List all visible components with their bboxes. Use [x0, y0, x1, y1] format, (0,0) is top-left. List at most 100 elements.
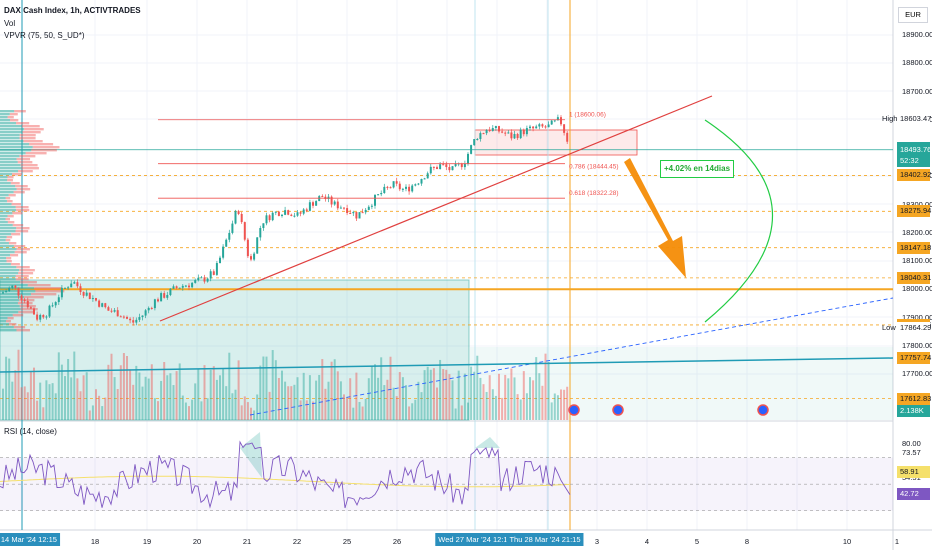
time-marker-tag: y 14 Mar '24 12:15 — [0, 533, 60, 546]
volume-bar — [538, 373, 541, 420]
candle-body — [101, 303, 104, 307]
candle-body — [206, 278, 209, 282]
volume-bar — [349, 378, 352, 420]
vpvr-bar-down — [16, 266, 30, 269]
candle-body — [141, 315, 144, 318]
vpvr-bar-down — [15, 275, 29, 278]
candle-body — [67, 287, 70, 289]
vpvr-bar-down — [18, 272, 34, 275]
volume-bar — [491, 389, 494, 420]
candle-body — [550, 120, 553, 125]
demand-zone — [0, 279, 470, 421]
high-value-tag: 18603.47 — [897, 112, 931, 125]
level-tag: 18402.92 — [897, 169, 931, 182]
candle-body — [535, 126, 538, 129]
candle-body — [212, 271, 215, 275]
volume-bar — [448, 374, 451, 420]
vpvr-legend[interactable]: VPVR (75, 50, S_UD*) — [4, 31, 85, 40]
candle-body — [510, 132, 513, 139]
volume-bar — [256, 394, 259, 420]
projection-arc — [704, 119, 774, 323]
down-arrow — [624, 158, 686, 278]
vpvr-bar-down — [20, 281, 37, 284]
volume-bar — [2, 388, 4, 420]
volume-bar — [426, 366, 429, 420]
vpvr-bar-down — [18, 299, 35, 302]
volume-bar — [85, 372, 88, 420]
volume-bar — [157, 401, 159, 420]
vpvr-bar-down — [16, 209, 30, 212]
candle-body — [253, 253, 256, 260]
candle-body — [209, 271, 212, 279]
vpvr-bar-down — [16, 158, 31, 161]
volume-bar — [318, 374, 321, 420]
volume-tag: 2.138K — [897, 405, 930, 417]
candle-body — [113, 310, 116, 312]
vpvr-bar-down — [16, 329, 30, 332]
vpvr-bar-down — [19, 134, 36, 137]
volume-bar — [57, 352, 60, 420]
vpvr-bar-up — [0, 188, 17, 191]
volume-bar — [519, 399, 522, 420]
volume-bar — [401, 377, 404, 420]
volume-bar — [11, 381, 14, 420]
candle-body — [349, 213, 352, 215]
currency-button[interactable]: EUR — [898, 7, 928, 23]
candle-body — [228, 232, 231, 240]
vpvr-bar-up — [0, 305, 20, 308]
vpvr-bar-up — [0, 203, 12, 206]
candle-body — [240, 213, 243, 223]
volume-bar — [550, 402, 553, 420]
candle-body — [414, 184, 417, 186]
level-tag: 18040.31 — [897, 271, 931, 284]
volume-bar — [116, 389, 119, 420]
vpvr-bar-up — [0, 110, 15, 113]
vpvr-bar-up — [0, 221, 8, 224]
volume-bar — [48, 384, 51, 420]
fib-label: 0.786 (18444.45) — [569, 164, 619, 171]
candle-body — [88, 292, 91, 299]
symbol-legend[interactable]: DAX Cash Index, 1h, ACTIVTRADES — [4, 6, 141, 15]
candle-body — [110, 310, 113, 312]
volume-bar — [432, 368, 435, 420]
candle-body — [79, 286, 82, 292]
candle-body — [8, 287, 11, 291]
candle-body — [498, 126, 500, 132]
volume-bar — [42, 407, 45, 420]
vpvr-bar-down — [7, 176, 14, 179]
candle-body — [194, 280, 197, 283]
vpvr-bar-down — [20, 164, 38, 167]
vpvr-bar-up — [0, 140, 24, 143]
rsi-legend[interactable]: RSI (14, close) — [4, 427, 57, 436]
volume-bar — [153, 398, 156, 420]
vpvr-bar-up — [0, 230, 16, 233]
volume-bar — [181, 395, 184, 420]
volume-bar — [482, 384, 485, 420]
low-value-tag: 17864.29 — [897, 321, 931, 334]
vpvr-bar-up — [0, 233, 12, 236]
candle-body — [234, 211, 237, 224]
candle-body — [150, 307, 153, 309]
volume-bar — [107, 364, 110, 420]
vol-legend[interactable]: Vol — [4, 19, 16, 28]
vpvr-bar-up — [0, 218, 6, 221]
candle-body — [519, 129, 522, 139]
candle-body — [538, 124, 541, 127]
volume-bar — [460, 405, 463, 420]
time-tick-label: 1 — [894, 537, 900, 546]
time-tick-label: 8 — [744, 537, 750, 546]
rsi-overbought-fill — [240, 432, 262, 478]
candle-body — [91, 298, 94, 300]
candle-body — [370, 205, 373, 207]
price-tick-label: 18900.00 — [902, 30, 932, 39]
candle-body — [175, 286, 178, 288]
volume-bar — [389, 356, 392, 420]
gain-annotation[interactable]: +4.02% en 14dias — [660, 160, 734, 178]
candle-body — [529, 126, 531, 129]
vpvr-bar-up — [0, 143, 30, 146]
range-box — [474, 129, 638, 156]
volume-bar — [163, 362, 166, 420]
candle-body — [504, 132, 507, 134]
volume-bar — [222, 368, 225, 420]
